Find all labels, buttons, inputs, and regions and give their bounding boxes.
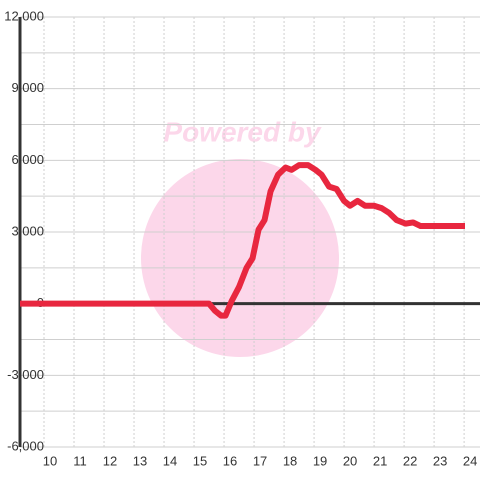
- y-tick-label: 3,000: [11, 223, 44, 238]
- x-tick-label: 13: [133, 453, 147, 468]
- y-tick-label: -6,000: [7, 438, 44, 453]
- x-tick-label: 16: [223, 453, 237, 468]
- x-tick-label: 17: [253, 453, 267, 468]
- watermark-text: Powered by: [163, 116, 322, 147]
- y-tick-label: 6,000: [11, 152, 44, 167]
- x-tick-label: 24: [463, 453, 477, 468]
- x-tick-label: 11: [73, 453, 87, 468]
- x-tick-label: 12: [103, 453, 117, 468]
- x-tick-label: 14: [163, 453, 177, 468]
- y-tick-label: 9,000: [11, 80, 44, 95]
- watermark-logo: [141, 159, 339, 357]
- x-tick-label: 15: [193, 453, 207, 468]
- series-line: [20, 162, 465, 319]
- x-tick-label: 23: [433, 453, 447, 468]
- x-tick-label: 21: [373, 453, 387, 468]
- x-tick-label: 10: [43, 453, 57, 468]
- y-tick-label: -3,000: [7, 367, 44, 382]
- x-tick-label: 20: [343, 453, 357, 468]
- x-tick-label: 18: [283, 453, 297, 468]
- x-tick-label: 19: [313, 453, 327, 468]
- y-tick-label: 12,000: [4, 8, 44, 23]
- x-tick-label: 22: [403, 453, 417, 468]
